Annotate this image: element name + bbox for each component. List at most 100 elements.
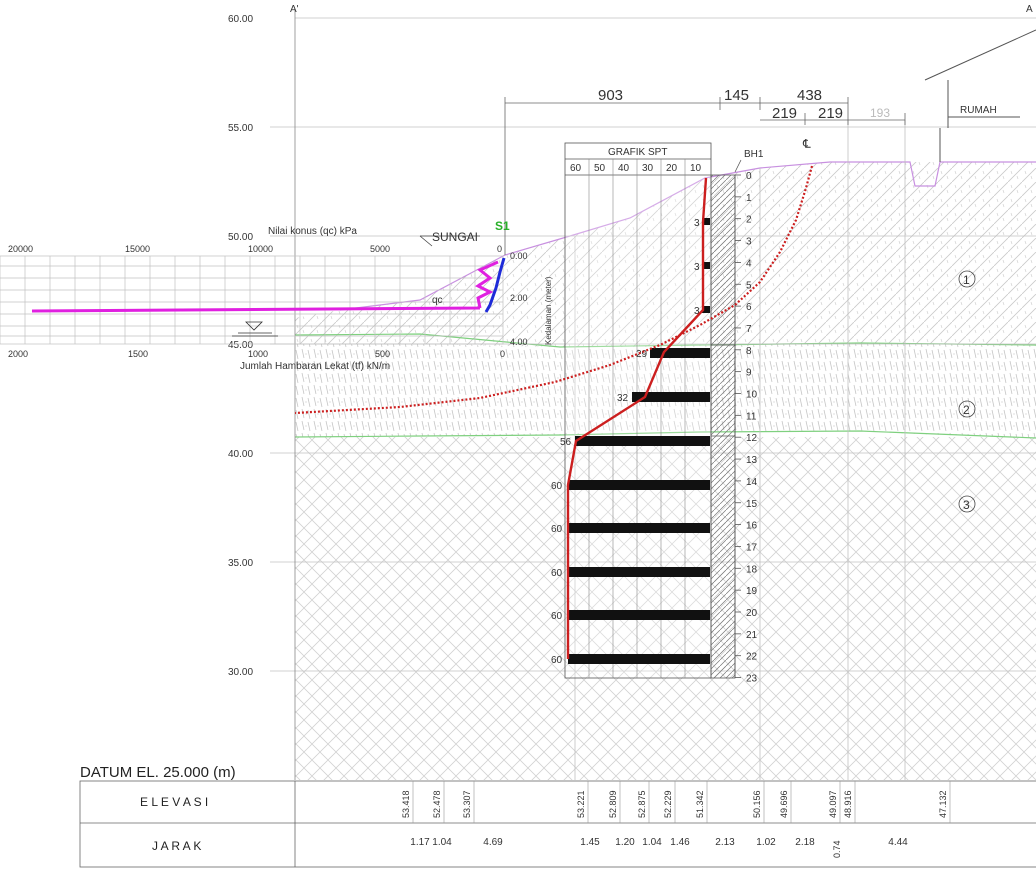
layer-number: 3 — [963, 498, 970, 512]
elevation-value: 47.132 — [938, 790, 948, 818]
friction-line — [484, 257, 506, 313]
row-elevation-label: E L E V A S I — [140, 795, 208, 809]
depth-tick-label: 15 — [746, 499, 758, 510]
depth-tick-label: 0 — [746, 171, 752, 182]
sondir-depths: 0.00 2.00 4.00 — [510, 251, 528, 347]
depth-tick-label: 20 — [746, 608, 758, 619]
distance-value: 1.17 — [410, 837, 430, 848]
distance-value: 2.18 — [795, 837, 815, 848]
depth-tick-label: 13 — [746, 455, 758, 466]
depth-tick-label: 5 — [746, 280, 752, 291]
house: RUMAH — [924, 29, 1036, 162]
elev-label: 50.00 — [228, 232, 253, 243]
n-value-label: 60 — [551, 611, 563, 622]
soil-layers — [294, 161, 1036, 780]
elevation-axis-labels: 60.00 55.00 50.00 45.00 40.00 35.00 30.0… — [228, 14, 253, 678]
depth-tick-label: 2 — [746, 215, 752, 226]
dimension-193: 193 — [870, 106, 890, 120]
elevation-values: 53.418 52.478 53.307 53.221 52.809 52.875 52.2… — [401, 781, 951, 823]
datum-label: DATUM EL. 25.000 (m) — [80, 764, 236, 781]
spt-bar — [575, 436, 710, 446]
data-table: DATUM EL. 25.000 (m) E L E V A S I J A R… — [79, 764, 1036, 868]
depth-tick-label: 10 — [746, 390, 758, 401]
dimension-438: 438 — [797, 87, 822, 104]
spt-bar — [568, 654, 710, 664]
sondir-depth-tick: 2.00 — [510, 293, 528, 303]
spt-bar — [702, 306, 710, 313]
spt-bar — [632, 392, 710, 402]
cone-scale: 20000 15000 10000 5000 0 — [8, 244, 502, 254]
distance-value: 1.20 — [615, 837, 635, 848]
qc-line — [31, 260, 499, 313]
layer-marker — [958, 270, 976, 288]
river: SUNGAI — [232, 230, 480, 337]
elev-label: 30.00 — [228, 667, 253, 678]
dimension-219b: 219 — [818, 105, 843, 122]
borehole-log: BH1 012345678910111213141516171819202122… — [710, 149, 764, 685]
cone-tick: 5000 — [370, 244, 390, 254]
cone-tick: 0 — [497, 244, 502, 254]
water-level-icon — [232, 321, 278, 337]
depth-axis-title: Kedalaman (meter) — [544, 276, 553, 345]
spt-scale: 60 50 40 30 20 10 — [570, 163, 702, 174]
section-mark-right: A — [1026, 4, 1033, 15]
spt-n-values: 3 3 3 29 32 56 60 60 60 60 60 — [551, 218, 700, 666]
elevation-value: 49.696 — [779, 790, 789, 818]
friction-scale: 2000 1500 1000 500 0 — [8, 349, 505, 359]
distance-value: 1.02 — [756, 837, 776, 848]
elevation-value: 52.809 — [608, 790, 618, 818]
centerline: ℄ — [802, 137, 811, 151]
depth-tick-label: 21 — [746, 630, 758, 641]
depth-tick-label: 19 — [746, 586, 758, 597]
layer-boundary-2 — [294, 430, 1036, 439]
spt-grid — [588, 159, 686, 678]
elev-label: 45.00 — [228, 340, 253, 351]
qc-tag: qc — [432, 295, 443, 306]
depth-tick-label: 7 — [746, 324, 752, 335]
spt-curve — [566, 177, 708, 659]
layer-1-fill — [295, 162, 1036, 347]
distance-value: 1.04 — [642, 837, 662, 848]
spt-bar — [568, 567, 710, 577]
cone-tick: 15000 — [125, 244, 150, 254]
spt-bar — [568, 523, 710, 533]
spt-graph: GRAFIK SPT 60 50 40 30 20 10 — [551, 142, 712, 679]
n-value-label: 60 — [551, 481, 563, 492]
elev-label: 55.00 — [228, 123, 253, 134]
n-value-label: 56 — [560, 437, 572, 448]
spt-scale-tick: 10 — [690, 163, 702, 174]
cone-tick: 20000 — [8, 244, 33, 254]
friction-title: Jumlah Hambaran Lekat (tf) kN/m — [240, 361, 390, 372]
depth-tick-label: 23 — [746, 674, 758, 685]
spt-bars — [568, 218, 710, 664]
n-value-label: 29 — [636, 349, 648, 360]
layer-boundary-1 — [294, 333, 1036, 348]
depth-tick-label: 1 — [746, 193, 752, 204]
elevation-value: 50.156 — [752, 790, 762, 818]
elev-label: 35.00 — [228, 558, 253, 569]
depth-tick-label: 18 — [746, 564, 758, 575]
row-distance-label: J A R A K — [152, 839, 201, 853]
friction-tick: 1500 — [128, 349, 148, 359]
dimension-145: 145 — [724, 87, 749, 104]
layer-marker — [958, 495, 976, 513]
cone-tick: 10000 — [248, 244, 273, 254]
sondir-panel: Nilai konus (qc) kPa 20000 15000 10000 5… — [0, 219, 553, 372]
n-value-label: 3 — [694, 306, 700, 317]
spt-scale-tick: 30 — [642, 163, 654, 174]
borehole-label: BH1 — [744, 149, 764, 160]
distance-value: 1.46 — [670, 837, 690, 848]
depth-tick-label: 8 — [746, 346, 752, 357]
distance-value: 4.69 — [483, 837, 503, 848]
elevation-value: 53.221 — [576, 790, 586, 818]
friction-tick: 1000 — [248, 349, 268, 359]
friction-tick: 500 — [375, 349, 390, 359]
sondir-depth-tick: 0.00 — [510, 251, 528, 261]
spt-scale-tick: 60 — [570, 163, 582, 174]
house-roof — [924, 29, 1036, 81]
river-label: SUNGAI — [432, 230, 478, 244]
depth-tick-label: 12 — [746, 433, 758, 444]
distance-value: 1.04 — [432, 837, 452, 848]
elevation-value: 51.342 — [695, 790, 705, 818]
